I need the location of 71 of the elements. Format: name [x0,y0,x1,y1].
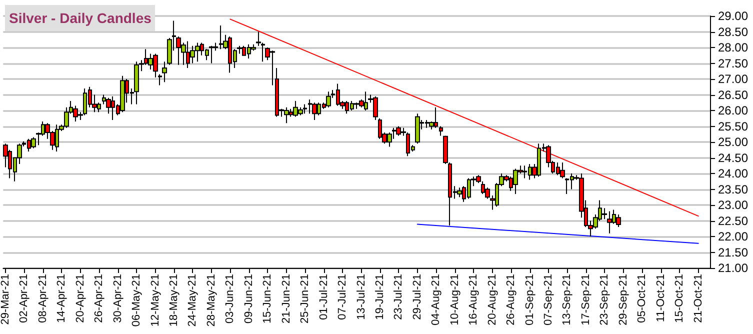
candlestick [158,74,162,86]
x-tick-label: 19-Jul-21 [374,274,386,320]
candlestick [560,162,565,179]
candlestick [415,113,420,144]
x-tick-label: 17-Sep-21 [580,274,592,326]
x-tick-label: 25-Jun-21 [299,274,312,324]
x-tick-label: 11-Oct-21 [654,274,667,322]
x-tick-label: 08-Apr-21 [36,274,49,323]
x-tick-label: 13-Jul-21 [355,274,368,320]
y-tick-label: 27.50 [718,56,748,70]
y-tick-label: 22.50 [718,214,748,228]
y-tick-label: 24.00 [718,166,748,180]
x-tick-label: 03-Jun-21 [224,274,236,324]
x-tick-label: 04-Aug-21 [430,274,442,326]
x-tick-label: 18-May-21 [168,274,180,327]
x-tick-label: 21-Oct-21 [692,274,704,323]
candlestick [439,126,443,136]
candlestick [162,61,167,83]
y-tick-label: 28.50 [718,24,748,39]
x-tick-label: 14-Apr-21 [56,274,68,323]
candlestick [607,210,612,234]
x-tick-label: 23-Sep-21 [598,274,611,326]
candlestick [134,61,139,105]
x-tick-label: 29-Mar-21 [0,274,12,325]
x-tick-label: 26-Aug-21 [505,274,518,326]
x-tick-label: 07-Sep-21 [542,274,555,326]
x-tick-label: 15-Jun-21 [262,274,274,324]
y-tick-label: 22.00 [718,230,748,244]
candlestick [457,187,462,198]
y-tick-label: 28.00 [718,40,748,54]
y-tick-label: 21.00 [718,261,748,275]
chart-title: Silver - Daily Candles [5,5,156,31]
candlestick [616,214,621,228]
x-tick-label: 07-Jul-21 [336,274,349,320]
x-tick-label: 06-May-21 [130,274,143,327]
x-tick-label: 15-Oct-21 [674,274,686,323]
x-tick-label: 05-Oct-21 [636,274,648,323]
x-tick-label: 01-Jul-21 [318,274,330,320]
y-tick-label: 26.00 [718,104,748,118]
x-tick-label: 21-Jun-21 [280,274,292,324]
y-tick-label: 25.50 [718,119,748,134]
y-tick-label: 26.50 [718,88,748,102]
x-tick-label: 13-Sep-21 [561,274,574,326]
x-tick-label: 30-Apr-21 [112,274,124,323]
y-tick-label: 23.50 [718,182,748,196]
x-tick-label: 12-May-21 [149,274,162,327]
x-tick-label: 28-May-21 [205,274,218,327]
x-tick-label: 29-Sep-21 [617,274,630,326]
y-tick-label: 29.00 [718,9,748,23]
candlestick [326,91,331,108]
x-tick-label: 16-Aug-21 [468,274,480,326]
x-tick-label: 23-Jul-21 [392,274,405,320]
x-tick-label: 29-Jul-21 [411,274,424,320]
x-tick-label: 01-Sep-21 [524,274,536,326]
y-tick-label: 21.50 [718,245,748,260]
candlestick [312,102,317,120]
x-tick-label: 20-Apr-21 [74,274,86,323]
x-tick-label: 20-Aug-21 [486,274,498,326]
y-tick-label: 24.50 [718,150,748,165]
y-tick-label: 27.00 [718,72,748,86]
candlestick [237,45,242,54]
candlestick [120,75,125,113]
x-tick-label: 09-Jun-21 [242,274,255,324]
candlestick [31,136,36,149]
x-tick-label: 26-Apr-21 [93,274,106,323]
candlestick [209,45,214,64]
x-tick-label: 02-Apr-21 [18,274,30,323]
x-tick-label: 10-Aug-21 [448,274,461,326]
y-tick-label: 25.00 [718,135,748,149]
y-tick-label: 23.00 [718,198,748,212]
x-tick-label: 24-May-21 [186,274,199,327]
